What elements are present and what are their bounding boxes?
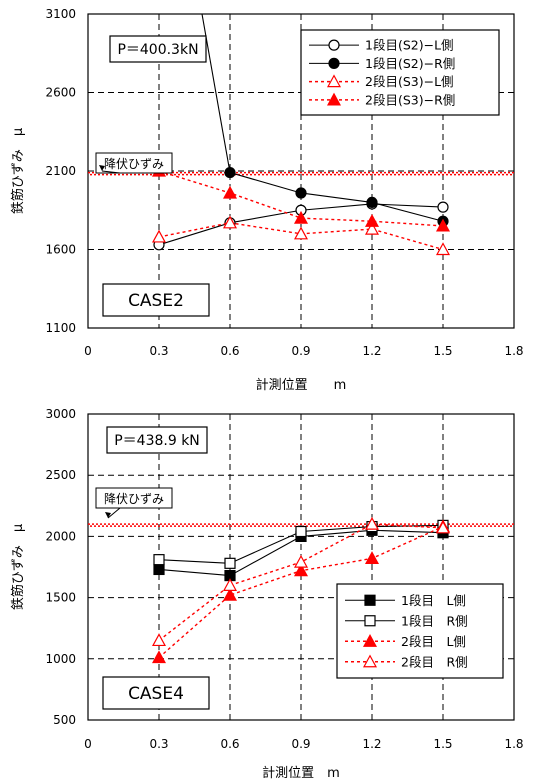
yield-arrowhead <box>105 512 111 518</box>
yield-arrow <box>101 170 121 174</box>
x-tick-label: 1.5 <box>433 737 452 751</box>
data-point <box>222 578 238 591</box>
legend-label: 1段目 L側 <box>401 593 466 608</box>
legend-label: 1段目(S2)−L側 <box>365 38 454 53</box>
data-point <box>153 554 165 566</box>
yield-label: 降伏ひずみ <box>104 492 164 506</box>
data-point <box>151 650 167 664</box>
x-tick-label: 0 <box>84 344 92 358</box>
legend-label: 2段目(S3)−L側 <box>365 74 454 89</box>
series-line <box>158 170 444 227</box>
legend-marker <box>326 92 342 106</box>
yield-arrow <box>107 507 121 519</box>
legend: 1段目 L側 1段目 R側 2段目 L側 2段目 R側 <box>336 583 504 679</box>
legend-marker <box>362 654 378 668</box>
yield-label: 降伏ひずみ <box>104 157 164 171</box>
x-tick-label: 1.5 <box>433 344 452 358</box>
legend: 1段目(S2)−L側 1段目(S2)−R側 2段目(S3)−L側 2段目(S3)−R側 <box>300 29 500 116</box>
y-axis-label: 鉄筋ひずみ μ <box>10 524 26 610</box>
load-label: P＝400.3kN <box>117 42 198 58</box>
yield-label-box <box>95 487 173 509</box>
data-point <box>435 242 451 256</box>
data-point <box>293 563 309 577</box>
x-tick-label: 0.9 <box>291 737 310 751</box>
yield-label-box <box>95 152 173 174</box>
legend-label: 1段目 R側 <box>401 613 468 628</box>
data-point <box>435 218 451 232</box>
yield-arrowhead <box>99 165 105 171</box>
legend-marker <box>362 633 378 647</box>
x-axis-label: 計測位置 m <box>256 377 347 393</box>
data-point <box>151 633 167 647</box>
data-point <box>293 210 309 224</box>
legend-marker <box>328 39 340 51</box>
legend-label: 1段目(S2)−R側 <box>365 56 455 71</box>
x-tick-label: 0 <box>84 737 92 751</box>
data-point <box>224 557 236 569</box>
data-point <box>364 551 380 565</box>
data-point <box>364 516 380 530</box>
y-tick-label: 1000 <box>45 652 76 666</box>
y-tick-label: 2500 <box>45 468 76 482</box>
legend-label: 2段目(S3)−R側 <box>365 92 455 107</box>
load-label: P＝438.9 kN <box>114 433 200 449</box>
y-tick-label: 1100 <box>45 321 76 335</box>
data-point <box>224 166 236 179</box>
load-label-box <box>109 35 207 63</box>
data-point <box>222 215 238 229</box>
data-point <box>293 226 309 240</box>
data-point <box>364 213 380 227</box>
x-tick-label: 0.3 <box>149 737 168 751</box>
chart-2: 0 0.3 0.6 0.9 1.2 1.5 1.8 500 1000 1500 2000 2500 30… <box>10 407 524 781</box>
data-point <box>151 229 167 243</box>
legend-marker <box>328 57 340 69</box>
legend-marker <box>364 594 376 606</box>
case-label-box <box>102 676 210 710</box>
data-series <box>151 516 451 664</box>
x-tick-label: 0.6 <box>220 737 239 751</box>
data-point <box>364 221 380 235</box>
y-tick-label: 2000 <box>45 529 76 543</box>
chart-1: 0 0.3 0.6 0.9 1.2 1.5 1.8 1100 1600 2100 2600 3100 計… <box>10 7 524 393</box>
x-axis-label: 計測位置 m <box>262 765 340 781</box>
y-tick-label: 1500 <box>45 591 76 605</box>
y-tick-label: 500 <box>53 713 76 727</box>
load-label-box <box>106 426 208 454</box>
y-tick-label: 1600 <box>45 243 76 257</box>
legend-label: 2段目 R側 <box>401 654 468 669</box>
series-3 <box>151 215 451 256</box>
case-label-box <box>102 283 210 317</box>
x-tick-label: 1.8 <box>504 737 523 751</box>
y-tick-label: 3000 <box>45 407 76 421</box>
x-tick-label: 1.8 <box>504 344 523 358</box>
legend-marker <box>364 615 376 627</box>
data-point <box>295 525 307 538</box>
y-axis-label: 鉄筋ひずみ μ <box>10 128 26 214</box>
tick-labels: 0 0.3 0.6 0.9 1.2 1.5 1.8 1100 1600 2100 2600 3100 <box>45 7 523 358</box>
data-series <box>151 14 451 256</box>
y-tick-label: 3100 <box>45 7 76 21</box>
legend-marker <box>326 74 342 88</box>
case-label: CASE4 <box>128 684 184 704</box>
data-point <box>295 187 307 199</box>
data-point <box>366 196 378 208</box>
x-tick-label: 0.3 <box>149 344 168 358</box>
y-tick-label: 2100 <box>45 164 76 178</box>
y-tick-label: 2600 <box>45 86 76 100</box>
legend-label: 2段目 L側 <box>401 634 466 649</box>
tick-labels: 0 0.3 0.6 0.9 1.2 1.5 1.8 500 1000 1500 2000 2500 30… <box>45 407 523 751</box>
data-point <box>435 520 451 534</box>
series-4 <box>151 516 451 647</box>
data-point <box>153 563 165 576</box>
x-tick-label: 1.2 <box>362 344 381 358</box>
x-tick-label: 0.9 <box>291 344 310 358</box>
x-tick-label: 1.2 <box>362 737 381 751</box>
data-point <box>222 185 238 199</box>
data-point <box>222 587 238 601</box>
x-tick-label: 0.6 <box>220 344 239 358</box>
case-label: CASE2 <box>128 291 184 311</box>
data-point <box>437 201 449 213</box>
data-point <box>293 554 309 568</box>
